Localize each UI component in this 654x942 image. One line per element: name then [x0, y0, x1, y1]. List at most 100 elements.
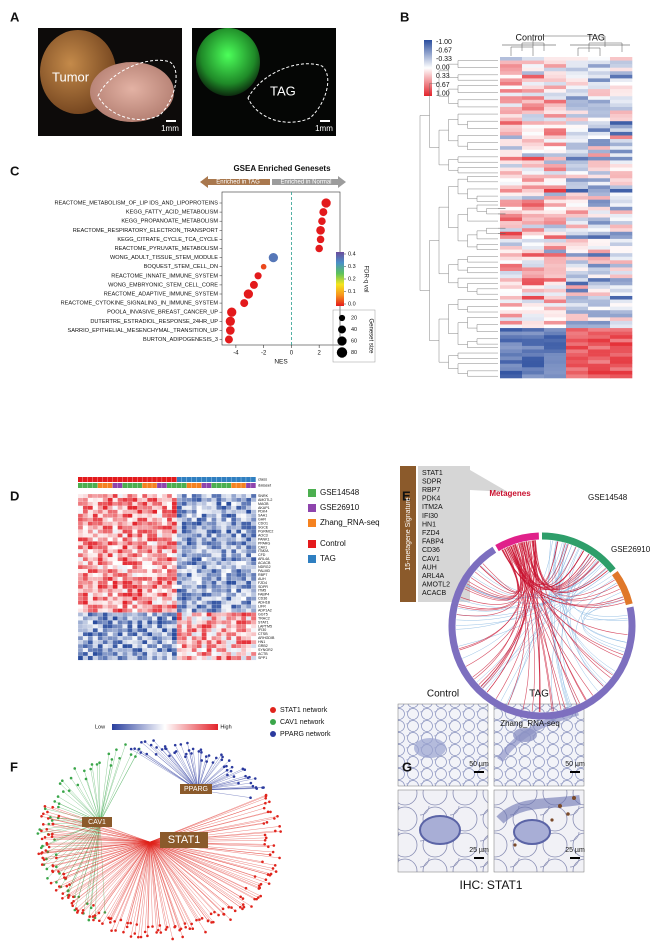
heatmap-cell [202, 545, 207, 549]
heatmap-cell [132, 506, 137, 510]
heatmap-cell [137, 537, 142, 541]
heatmap-cell [588, 132, 610, 136]
heatmap-cell [500, 328, 522, 332]
heatmap-cell [192, 510, 197, 514]
dendrogram [458, 61, 477, 68]
heatmap-cell [152, 541, 157, 545]
heatmap-cell [167, 537, 172, 541]
heatmap-cell [500, 235, 522, 239]
heatmap-cell [142, 537, 147, 541]
node [41, 863, 44, 866]
heatmap-cell [83, 506, 88, 510]
heatmap-cell [588, 168, 610, 172]
heatmap-cell [231, 636, 236, 640]
heatmap-cell [78, 506, 83, 510]
heatmap-cell [610, 275, 632, 279]
heatmap-cell [236, 597, 241, 601]
heatmap-cell [142, 541, 147, 545]
heatmap-cell [167, 561, 172, 565]
heatmap-cell [103, 561, 108, 565]
heatmap-cell [500, 57, 522, 61]
heatmap-cell [236, 549, 241, 553]
stain [572, 796, 576, 800]
heatmap-cell [221, 534, 226, 538]
heatmap-cell [187, 522, 192, 526]
heatmap-cell [588, 328, 610, 332]
legend-label: STAT1 network [280, 707, 328, 714]
heatmap-cell [544, 193, 566, 197]
heatmap-cell [177, 609, 182, 613]
heatmap-cell [103, 652, 108, 656]
heatmap-cell [241, 549, 246, 553]
heatmap-cell [610, 64, 632, 68]
heatmap-cell [172, 601, 177, 605]
heatmap-cell [216, 644, 221, 648]
heatmap-cell [93, 644, 98, 648]
node [223, 913, 226, 916]
heatmap-cell [157, 593, 162, 597]
heatmap-cell [172, 530, 177, 534]
heatmap-cell [177, 526, 182, 530]
edge [150, 842, 259, 889]
heatmap-cell [236, 613, 241, 617]
heatmap-cell [197, 609, 202, 613]
heatmap-cell [123, 522, 128, 526]
heatmap-cell [522, 132, 544, 136]
heatmap-cell [522, 168, 544, 172]
heatmap-cell [127, 585, 132, 589]
dendrogram [468, 121, 487, 128]
class-bar [251, 477, 256, 482]
heatmap-cell [192, 530, 197, 534]
heatmap-cell [197, 652, 202, 656]
heatmap-cell [123, 510, 128, 514]
heatmap-cell [78, 605, 83, 609]
heatmap-cell [236, 577, 241, 581]
dendrogram [439, 319, 449, 362]
heatmap-cell [221, 593, 226, 597]
heatmap-cell [142, 518, 147, 522]
heatmap-cell [221, 620, 226, 624]
heatmap-cell [127, 597, 132, 601]
heatmap-cell [197, 577, 202, 581]
geneset-label: REACTOME_CYTOKINE_SIGNALING_IN_IMMUNE_SY… [61, 301, 219, 307]
image-label: Tumor [52, 69, 90, 84]
heatmap-cell [500, 275, 522, 279]
heatmap-cell [167, 652, 172, 656]
heatmap-cell [197, 624, 202, 628]
heatmap-cell [177, 506, 182, 510]
dataset-bar [118, 483, 123, 488]
edge [99, 842, 150, 921]
heatmap-cell [88, 640, 93, 644]
heatmap-cell [177, 545, 182, 549]
heatmap-cell [167, 593, 172, 597]
heatmap-cell [246, 616, 251, 620]
heatmap-cell [202, 537, 207, 541]
heatmap-cell [167, 589, 172, 593]
node [263, 807, 266, 810]
node [81, 912, 84, 915]
heatmap-cell [118, 534, 123, 538]
heatmap-cell [177, 593, 182, 597]
heatmap-cell [98, 561, 103, 565]
heatmap-cell [500, 278, 522, 282]
heatmap-cell [152, 561, 157, 565]
heatmap-cell [566, 93, 588, 97]
heatmap-cell [127, 545, 132, 549]
heatmap-cell [226, 537, 231, 541]
heatmap-cell [162, 648, 167, 652]
group-label: TAG [587, 32, 605, 42]
heatmap-cell [78, 561, 83, 565]
node [46, 843, 49, 846]
heatmap-cell [522, 257, 544, 261]
heatmap-cell [162, 569, 167, 573]
heatmap-cell [123, 545, 128, 549]
heatmap-cell [202, 581, 207, 585]
heatmap-cell [108, 557, 113, 561]
heatmap-cell [241, 518, 246, 522]
heatmap-cell [522, 114, 544, 118]
heatmap-cell [103, 593, 108, 597]
column-header: Control [427, 689, 459, 700]
heatmap-cell [231, 648, 236, 652]
heatmap-cell [500, 246, 522, 250]
heatmap-cell [216, 624, 221, 628]
